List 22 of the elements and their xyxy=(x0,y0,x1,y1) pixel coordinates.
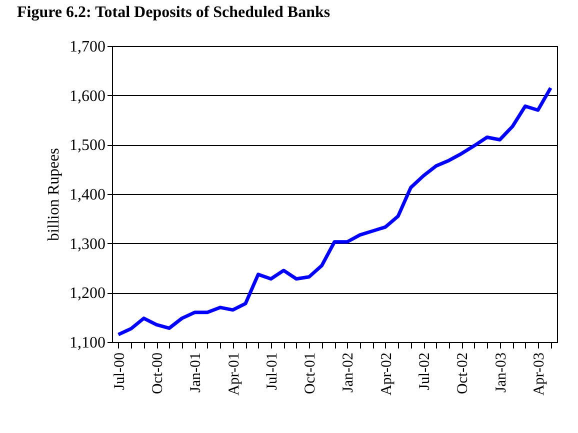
y-tick-label: 1,400 xyxy=(70,186,106,204)
line-series xyxy=(116,86,552,336)
y-axis-title: billion Rupees xyxy=(46,148,62,241)
x-tick-label: Jan-03 xyxy=(493,352,510,392)
y-tick-label: 1,500 xyxy=(70,137,106,154)
x-tick-label: Apr-02 xyxy=(378,352,395,396)
x-tick-label: Oct-02 xyxy=(455,352,472,394)
x-tick-label: Oct-01 xyxy=(302,352,319,394)
chart-title: Figure 6.2: Total Deposits of Scheduled Banks xyxy=(17,4,330,21)
x-tick-label: Jan-02 xyxy=(340,352,357,392)
y-tick-label: 1,100 xyxy=(70,334,106,352)
x-tick-label: Jul-01 xyxy=(264,352,280,390)
x-tick-label: Apr-01 xyxy=(226,352,242,396)
y-tick-label: 1,700 xyxy=(70,38,106,56)
y-tick-label: 1,200 xyxy=(70,285,106,302)
y-tick-label: 1,300 xyxy=(70,236,106,253)
y-tick-label: 1,600 xyxy=(70,88,106,105)
x-tick-label: Jan-01 xyxy=(188,352,204,392)
x-tick-label: Jul-02 xyxy=(417,352,433,390)
x-tick-label: Apr-03 xyxy=(531,352,548,396)
x-tick-label: Jul-00 xyxy=(112,352,128,390)
x-tick-label: Oct-00 xyxy=(150,352,166,394)
